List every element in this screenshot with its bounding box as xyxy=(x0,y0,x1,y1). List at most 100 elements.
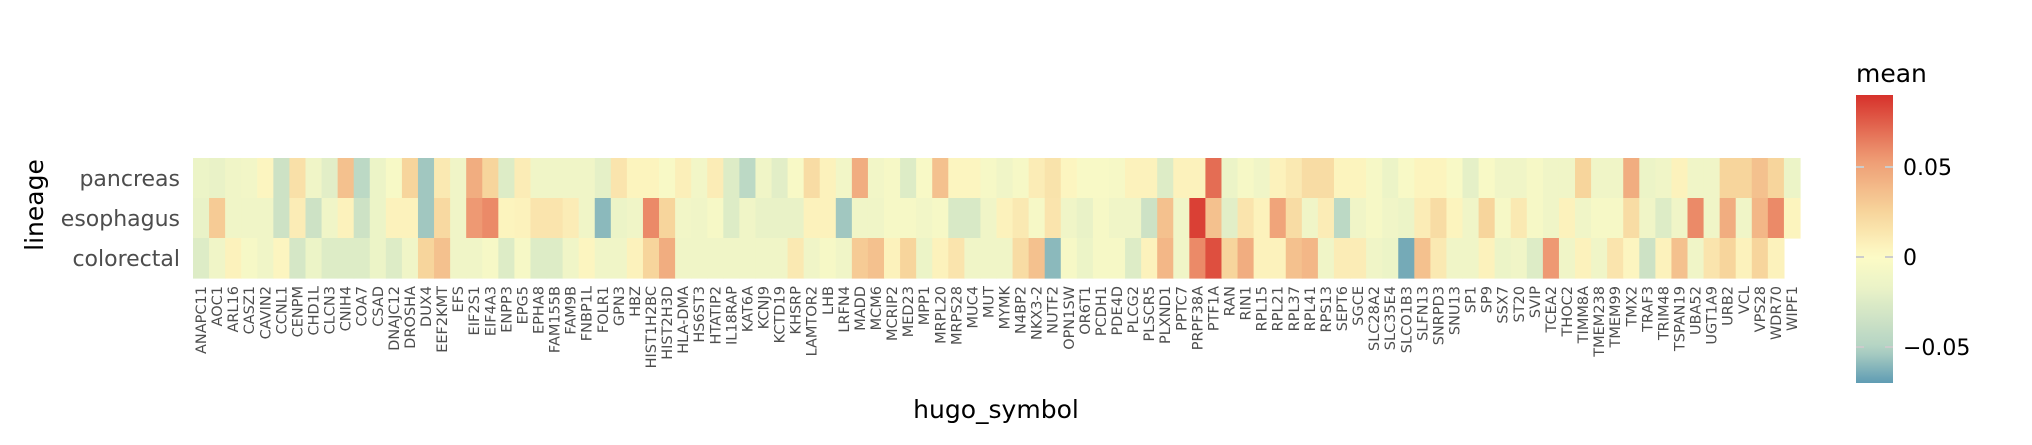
heatmap-cell xyxy=(434,198,451,239)
column-label: RIN1 xyxy=(1239,286,1255,320)
heatmap-cell xyxy=(723,198,740,239)
heatmap-cell xyxy=(1301,158,1319,199)
heatmap-cell xyxy=(1591,238,1608,279)
heatmap-cell xyxy=(1237,198,1255,239)
heatmap-cell xyxy=(1478,198,1496,239)
column-label: URB2 xyxy=(1721,286,1737,326)
column-label: SGCE xyxy=(1351,286,1367,326)
heatmap-cell xyxy=(1044,158,1062,199)
heatmap-cell xyxy=(1526,198,1544,239)
heatmap-cell xyxy=(1012,158,1030,199)
heatmap-cell xyxy=(610,238,628,279)
heatmap-cell xyxy=(1333,158,1351,199)
heatmap-cell xyxy=(241,238,258,279)
heatmap-cell xyxy=(723,158,740,199)
heatmap-cell xyxy=(964,158,982,199)
heatmap-cell xyxy=(739,158,757,199)
heatmap-cell xyxy=(1189,238,1207,279)
x-axis-label: hugo_symbol xyxy=(913,395,1079,424)
heatmap-cell xyxy=(819,158,837,199)
column-label: NUTF2 xyxy=(1046,286,1062,334)
heatmap-cell xyxy=(257,238,274,279)
column-label: OPN1SW xyxy=(1062,286,1078,350)
heatmap-cell xyxy=(916,158,933,199)
heatmap-cell xyxy=(1141,238,1158,279)
column-label: PLXND1 xyxy=(1158,286,1174,344)
heatmap-cell xyxy=(1141,198,1158,239)
heatmap-cell xyxy=(1558,158,1576,199)
heatmap-cell xyxy=(1462,238,1480,279)
heatmap-cell xyxy=(1028,158,1046,199)
legend-title: mean xyxy=(1856,59,1927,88)
heatmap-cell xyxy=(337,158,355,199)
heatmap-cell xyxy=(434,158,451,199)
heatmap-cell xyxy=(209,238,226,279)
column-label: KAT6A xyxy=(740,286,756,332)
heatmap-cell xyxy=(691,238,708,279)
heatmap-cell xyxy=(1510,158,1528,199)
column-label: SP9 xyxy=(1480,286,1496,313)
heatmap-cell xyxy=(771,158,789,199)
heatmap-cell xyxy=(610,198,628,239)
heatmap-cell xyxy=(401,198,419,239)
heatmap-cell xyxy=(1092,238,1110,279)
heatmap-cell xyxy=(1719,198,1737,239)
column-label: MUC4 xyxy=(965,286,981,328)
heatmap-cell xyxy=(1526,238,1544,279)
heatmap-cell xyxy=(1076,158,1094,199)
heatmap-cell xyxy=(803,198,821,239)
heatmap-cell xyxy=(1623,198,1640,239)
column-label: FNBP1L xyxy=(580,286,596,341)
column-label: TMEM99 xyxy=(1608,286,1624,349)
heatmap-cell xyxy=(1221,198,1239,239)
heatmap-cell xyxy=(996,198,1014,239)
heatmap-cell xyxy=(1430,238,1448,279)
heatmap-cell xyxy=(1655,198,1673,239)
heatmap-cell xyxy=(1350,158,1367,199)
heatmap-cell xyxy=(916,238,933,279)
heatmap-cell xyxy=(289,158,307,199)
heatmap-cell xyxy=(1591,198,1608,239)
heatmap-cell xyxy=(787,238,805,279)
heatmap-cell xyxy=(739,238,757,279)
heatmap-cell xyxy=(1751,238,1769,279)
heatmap-cell xyxy=(1301,198,1319,239)
heatmap-cell xyxy=(1735,238,1753,279)
heatmap-cell xyxy=(948,238,965,279)
heatmap-cell xyxy=(401,158,419,199)
heatmap-cell xyxy=(1269,198,1287,239)
heatmap-cell xyxy=(851,158,869,199)
heatmap-cell xyxy=(707,238,724,279)
heatmap-cell xyxy=(803,238,821,279)
heatmap-cell xyxy=(659,158,676,199)
heatmap-cell xyxy=(594,198,612,239)
heatmap-cell xyxy=(884,198,901,239)
column-label: DUX4 xyxy=(419,286,435,327)
heatmap-cell xyxy=(385,158,403,199)
column-labels: ANAPC11 AOC1 ARL16 CASZ1 CAVIN2 CCNL1 CENPM CHD… xyxy=(194,286,1801,369)
column-label: SLC28A2 xyxy=(1367,286,1383,351)
colorbar-ticks: 0.05 0 −0.05 xyxy=(1856,156,1970,361)
heatmap-cell xyxy=(851,238,869,279)
heatmap-cell xyxy=(884,158,901,199)
heatmap-cell xyxy=(980,198,998,239)
heatmap-cell xyxy=(273,158,291,199)
column-label: EFS xyxy=(451,286,467,312)
column-label: SP1 xyxy=(1464,286,1480,313)
column-label: PCDH1 xyxy=(1094,286,1110,336)
heatmap-cell xyxy=(1687,158,1705,199)
heatmap-cell xyxy=(1269,158,1287,199)
heatmap-cell xyxy=(1703,158,1721,199)
y-axis-label: lineage xyxy=(20,159,49,251)
column-label: EIF4A3 xyxy=(483,286,499,336)
heatmap-cell xyxy=(1108,238,1126,279)
heatmap-cell xyxy=(659,198,676,239)
heatmap-cell xyxy=(1494,158,1512,199)
column-label: WIPF1 xyxy=(1785,286,1801,331)
heatmap-cell xyxy=(1350,238,1367,279)
column-label: CCNL1 xyxy=(274,286,290,334)
heatmap-cell xyxy=(1012,198,1030,239)
heatmap-cell xyxy=(337,238,355,279)
heatmap-cell xyxy=(626,238,644,279)
heatmap-cell xyxy=(1767,238,1785,279)
